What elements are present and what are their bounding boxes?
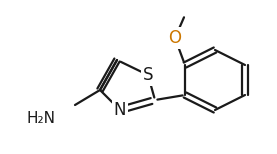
- Text: H₂N: H₂N: [26, 111, 55, 126]
- Text: N: N: [114, 101, 126, 119]
- Text: S: S: [143, 66, 153, 84]
- Text: O: O: [168, 29, 181, 47]
